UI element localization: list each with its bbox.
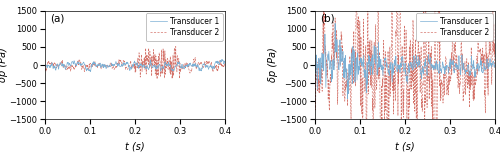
Text: (a): (a) bbox=[50, 14, 65, 24]
Transducer 2 bbox=[312, 64, 318, 66]
Transducer 1 bbox=[492, 62, 498, 64]
Transducer 1 bbox=[222, 61, 228, 63]
Transducer 2 bbox=[172, 46, 178, 47]
Transducer 2 bbox=[492, 62, 498, 64]
Transducer 2 bbox=[432, 57, 438, 59]
Transducer 2 bbox=[418, 53, 424, 55]
Transducer 1 bbox=[359, 58, 365, 60]
Transducer 2 bbox=[42, 64, 48, 66]
X-axis label: t (s): t (s) bbox=[395, 142, 415, 151]
Line: Transducer 1: Transducer 1 bbox=[45, 60, 225, 72]
Text: (b): (b) bbox=[320, 14, 335, 24]
Transducer 1 bbox=[394, 71, 400, 73]
Transducer 1 bbox=[344, 83, 350, 84]
Transducer 1 bbox=[42, 64, 48, 66]
Transducer 1 bbox=[332, 22, 338, 24]
Line: Transducer 1: Transducer 1 bbox=[315, 23, 495, 99]
X-axis label: t (s): t (s) bbox=[125, 142, 145, 151]
Transducer 1 bbox=[312, 64, 318, 66]
Transducer 1 bbox=[448, 62, 454, 64]
Transducer 2 bbox=[358, 76, 364, 78]
Y-axis label: δp (Pa): δp (Pa) bbox=[0, 48, 8, 82]
Line: Transducer 2: Transducer 2 bbox=[315, 0, 495, 153]
Transducer 1 bbox=[74, 63, 80, 65]
Transducer 2 bbox=[448, 67, 454, 69]
Legend: Transducer 1, Transducer 2: Transducer 1, Transducer 2 bbox=[146, 13, 222, 41]
Transducer 1 bbox=[162, 61, 168, 63]
Transducer 2 bbox=[74, 64, 80, 66]
Line: Transducer 2: Transducer 2 bbox=[45, 47, 225, 79]
Legend: Transducer 1, Transducer 2: Transducer 1, Transducer 2 bbox=[416, 13, 492, 41]
Transducer 1 bbox=[124, 61, 130, 63]
Transducer 2 bbox=[162, 73, 168, 75]
Transducer 2 bbox=[222, 62, 228, 64]
Transducer 2 bbox=[178, 67, 184, 69]
Transducer 1 bbox=[88, 64, 94, 65]
Transducer 1 bbox=[88, 71, 94, 73]
Transducer 2 bbox=[344, 68, 350, 69]
Transducer 1 bbox=[344, 98, 350, 100]
Y-axis label: δp (Pa): δp (Pa) bbox=[268, 48, 278, 82]
Transducer 2 bbox=[394, 24, 400, 26]
Transducer 1 bbox=[218, 59, 224, 60]
Transducer 1 bbox=[178, 66, 184, 68]
Transducer 1 bbox=[148, 64, 154, 66]
Transducer 2 bbox=[148, 59, 154, 60]
Transducer 1 bbox=[418, 75, 424, 77]
Transducer 2 bbox=[88, 67, 94, 68]
Transducer 2 bbox=[124, 67, 130, 69]
Transducer 2 bbox=[154, 78, 160, 80]
Transducer 1 bbox=[433, 68, 439, 70]
